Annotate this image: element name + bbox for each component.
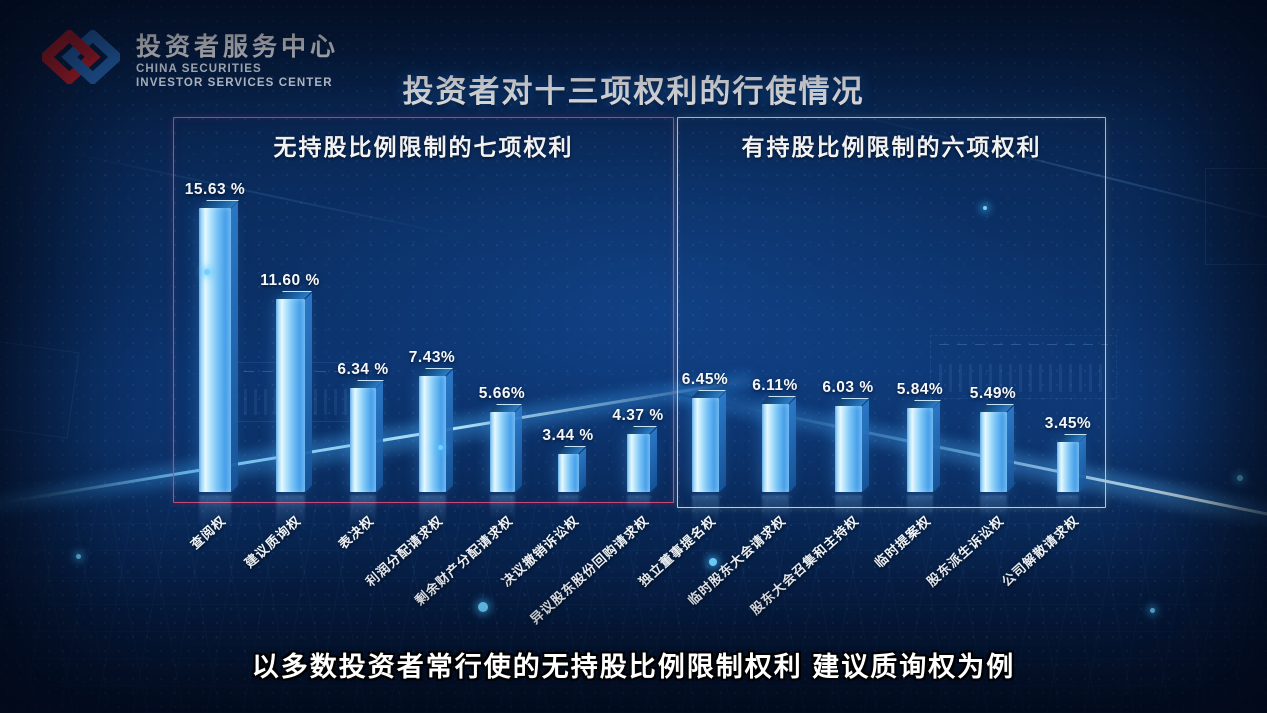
bar-公司解散请求权 [1056, 434, 1087, 492]
bar-reflection [557, 495, 579, 506]
bar-reflection [489, 495, 515, 519]
brand-text: 投资者服务中心 CHINA SECURITIES INVESTOR SERVIC… [136, 30, 339, 90]
hud-decoration [930, 335, 1117, 399]
hud-mini-bars [939, 364, 1108, 392]
bar-value-label: 3.45% [1044, 415, 1092, 432]
bar-reflection [979, 495, 1007, 519]
glow-dot [204, 269, 210, 275]
bar-value-label: 15.63 % [184, 181, 246, 198]
bar-reflection [350, 495, 376, 526]
bar-reflection [199, 495, 231, 529]
bar-value-label: 3.44 % [542, 427, 594, 444]
bar-value-label: 6.11% [752, 377, 798, 394]
bar-reflection [834, 495, 862, 521]
bar-利润分配请求权 [418, 368, 453, 492]
bar-value-label: 11.60 % [260, 272, 320, 289]
bar-表决权 [349, 380, 384, 492]
bar-reflection [907, 495, 933, 520]
bar-reflection [275, 495, 305, 529]
bar-reflection [691, 495, 719, 523]
bar-side-face [304, 292, 312, 492]
bar-side-face [861, 399, 869, 492]
bar-value-label: 4.37 % [612, 407, 664, 424]
corner-bracket-decoration [0, 338, 80, 439]
glow-dot [709, 558, 717, 566]
brand-header: 投资者服务中心 CHINA SECURITIES INVESTOR SERVIC… [42, 30, 339, 90]
caption-subtitle: 以多数投资者常行使的无持股比例限制权利 建议质询权为例 [251, 652, 1016, 682]
bar-side-face [788, 397, 796, 492]
bar-reflection [626, 495, 650, 512]
bar-value-label: 6.03 % [822, 379, 874, 396]
bar-side-face [514, 405, 522, 492]
glow-dot [1149, 607, 1155, 613]
bar-决议撤销诉讼权 [557, 446, 586, 492]
glow-dot [478, 602, 488, 612]
brand-name-en-line1: CHINA SECURITIES [136, 63, 262, 75]
bar-value-label: 5.66% [478, 385, 526, 402]
page-title: 投资者对十三项权利的行使情况 [402, 74, 865, 109]
bar-value-label: 7.43% [408, 349, 456, 366]
bar-股东派生诉讼权 [979, 404, 1014, 492]
bar-独立董事提名权 [691, 390, 726, 492]
group-title: 有持股比例限制的六项权利 [741, 134, 1042, 160]
csisc-logo-icon [42, 30, 120, 84]
bar-side-face [718, 391, 726, 492]
perspective-floor-grid [0, 498, 1267, 713]
bar-side-face [933, 401, 940, 492]
bar-side-face [649, 427, 657, 492]
bar-value-label: 6.34 % [337, 361, 389, 378]
group-box-restricted-rights: 有持股比例限制的六项权利 [677, 117, 1106, 508]
bar-side-face [231, 201, 238, 492]
brand-name-zh: 投资者服务中心 [136, 33, 340, 61]
bar-异议股东股份回购请求权 [626, 426, 657, 492]
bar-建议质询权 [275, 291, 312, 492]
glow-dot [75, 553, 81, 559]
group-title: 无持股比例限制的七项权利 [273, 134, 574, 160]
bar-side-face [578, 447, 586, 492]
bar-value-label: 6.45% [681, 371, 729, 388]
bar-side-face [1079, 435, 1086, 492]
glow-dot [437, 444, 443, 450]
bar-value-label: 5.49% [969, 385, 1017, 402]
hud-dash [939, 344, 1108, 345]
brand-name-en-line2: INVESTOR SERVICES CENTER [136, 77, 333, 89]
bar-value-label: 5.84% [896, 381, 944, 398]
bar-side-face [376, 381, 383, 492]
bar-reflection [761, 495, 789, 521]
glow-dot [1237, 475, 1243, 481]
bar-剩余财产分配请求权 [489, 404, 522, 492]
bar-临时提案权 [906, 400, 941, 492]
bar-reflection [1057, 495, 1079, 510]
bar-查阅权 [198, 200, 239, 492]
group-box-unrestricted-rights: 无持股比例限制的七项权利 [173, 117, 674, 503]
bar-临时股东大会请求权 [761, 396, 796, 492]
bar-reflection [418, 495, 446, 529]
corner-bracket-decoration [1205, 168, 1267, 265]
bar-股东大会召集和主持权 [834, 398, 869, 492]
glow-dot [983, 206, 987, 210]
